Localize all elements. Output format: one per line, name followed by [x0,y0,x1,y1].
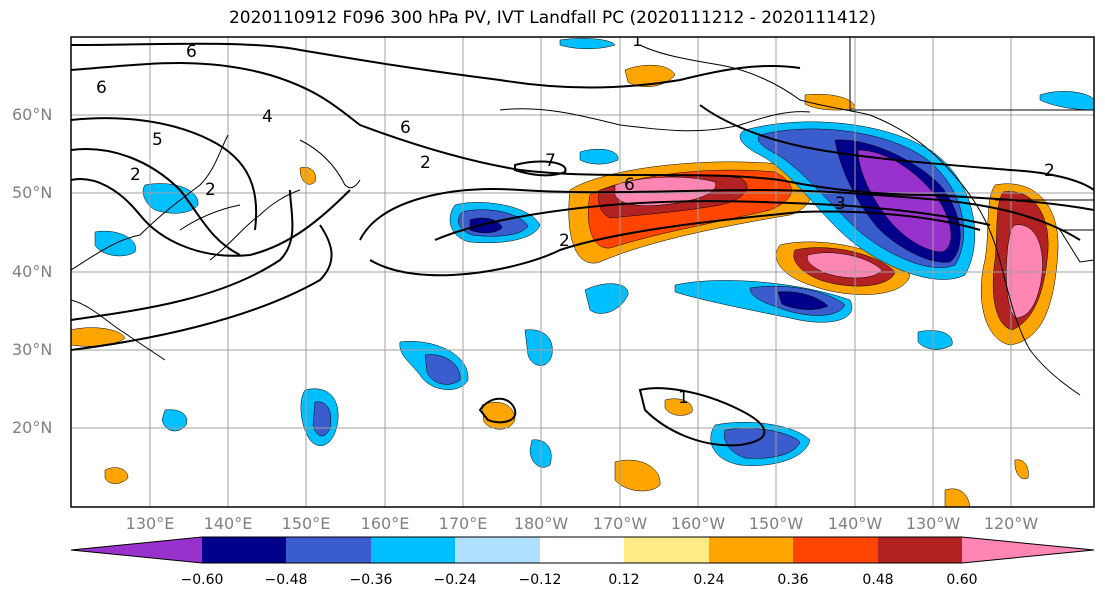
colorbar-tick: 0.60 [946,572,978,588]
map-frame-content: 1 6 6 5 4 2 2 6 7 6 2 3 2 1 2 [71,31,1094,507]
positive-anomaly-coast-max [1006,224,1043,319]
contour-label: 2 [205,180,216,200]
lon-label: 160°E [360,514,410,533]
colorbar-tick: −0.36 [349,572,393,588]
contour-label: 6 [186,42,197,62]
colorbar-tick: 0.12 [608,572,640,588]
contour-label: 6 [96,78,107,98]
colorbar-segment [286,537,371,563]
lon-label: 160°W [670,514,726,533]
negative-anomaly-hawaii-inner [724,428,801,459]
lon-label: 130°W [905,514,961,533]
colorbar-segment [624,537,709,563]
colorbar-segment [709,537,793,563]
negative-anomaly-small1 [584,283,629,314]
colorbar-tick: 0.48 [862,572,894,588]
lat-label-50n: 50°N [12,183,53,202]
negative-anomaly-small6 [559,38,616,49]
contour-label: 2 [1044,161,1055,181]
colorbar-segment [962,537,1094,563]
colorbar-tick: −0.48 [264,572,308,588]
colorbar-segment [71,537,202,563]
contour-label: 1 [632,31,643,51]
colorbar-segment [371,537,455,563]
negative-anomaly-west-inner [424,354,461,385]
map-border [70,36,1095,508]
colorbar-tick: 0.36 [777,572,809,588]
negative-anomaly-south-core [777,291,829,310]
negative-anomaly-small4 [917,330,953,350]
contour-labels: 1 6 6 5 4 2 2 6 7 6 2 3 2 1 2 [96,31,1055,408]
positive-anomaly-small6 [104,467,129,484]
colorbar-segment [878,537,962,563]
contour-label: 6 [400,118,411,138]
colorbar-segment [202,537,286,563]
negative-anomaly-japan [142,183,199,214]
contour-label: 4 [262,107,273,127]
colorbar-segment [455,537,540,563]
pv-contours [71,42,1094,447]
lon-label: 150°W [748,514,804,533]
lat-label-60n: 60°N [12,105,53,124]
lon-label: 120°W [983,514,1039,533]
negative-anomaly-small2 [524,329,553,366]
negative-anomaly-small5 [1039,91,1094,111]
positive-anomaly-small10 [299,167,316,185]
lat-label-20n: 20°N [12,418,53,437]
lat-label-30n: 30°N [12,340,53,359]
lon-label: 170°W [592,514,648,533]
colorbar-tick: −0.60 [180,572,224,588]
negative-anomaly-small3 [579,149,619,165]
positive-anomaly-small7 [944,488,971,507]
negative-anomaly-gulf-min [857,149,952,253]
positive-anomaly-small4 [664,398,693,416]
lon-label: 140°W [827,514,883,533]
lat-label-40n: 40°N [12,262,53,281]
lon-label: 150°E [281,514,331,533]
contour-label: 2 [420,153,431,173]
contour-label: 6 [624,175,635,195]
colorbar-segment [793,537,878,563]
contour-label: 7 [545,151,556,171]
contour-label: 2 [130,165,141,185]
negative-anomaly-small8 [161,409,188,432]
positive-anomaly-small5 [71,327,126,347]
colorbar-segment [540,537,624,563]
lon-label: 140°E [203,514,253,533]
positive-anomaly-small2 [614,459,661,492]
lon-label: 130°E [125,514,175,533]
colorbar-outline [70,536,1095,564]
contour-label: 2 [559,231,570,251]
contour-label: 3 [835,194,846,214]
map-title: 2020110912 F096 300 hPa PV, IVT Landfall… [228,8,876,28]
contour-label: 5 [152,130,163,150]
lon-label: 170°E [438,514,488,533]
lon-label: 180°W [513,514,569,533]
colorbar-tick: −0.24 [433,572,477,588]
colorbar-tick: −0.12 [518,572,562,588]
positive-anomaly-small9 [1014,459,1029,480]
colorbar-tick: 0.24 [693,572,725,588]
colorbar [70,536,1095,564]
contour-label: 1 [678,388,689,408]
